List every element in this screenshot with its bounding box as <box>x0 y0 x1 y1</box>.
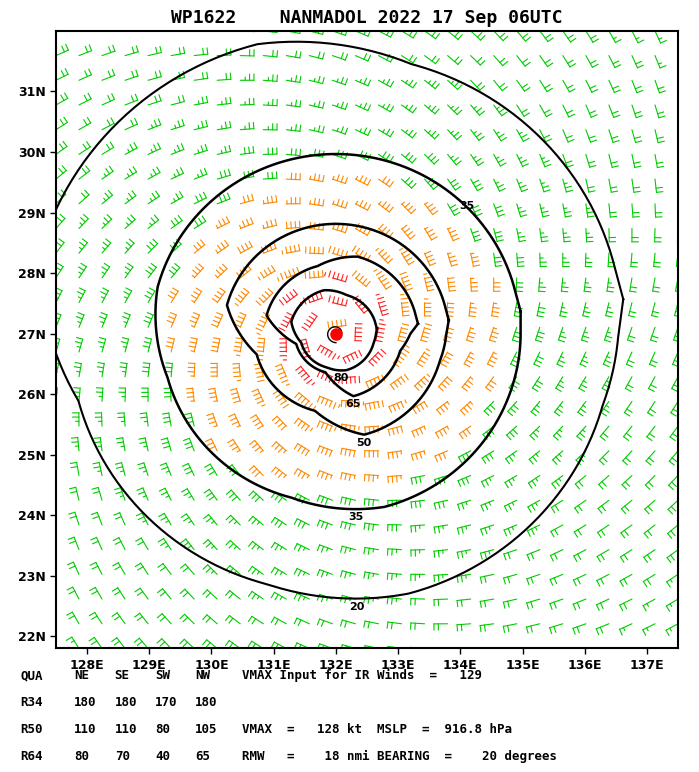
Text: SW: SW <box>155 669 170 682</box>
Text: 110: 110 <box>74 723 97 736</box>
Text: 105: 105 <box>195 723 217 736</box>
Text: 180: 180 <box>115 696 137 709</box>
Text: 40: 40 <box>155 750 170 764</box>
Text: 110: 110 <box>115 723 137 736</box>
Text: NE: NE <box>74 669 89 682</box>
Text: VMAX Input for IR Winds  =   129: VMAX Input for IR Winds = 129 <box>242 669 482 682</box>
Text: R64: R64 <box>21 750 43 764</box>
Text: 80: 80 <box>74 750 89 764</box>
Text: 20: 20 <box>349 601 364 611</box>
Text: RMW   =    18 nmi BEARING  =    20 degrees: RMW = 18 nmi BEARING = 20 degrees <box>242 750 557 764</box>
Text: 50: 50 <box>356 438 372 448</box>
Text: 35: 35 <box>349 512 364 522</box>
Text: NW: NW <box>195 669 210 682</box>
Text: 170: 170 <box>155 696 178 709</box>
Text: 80: 80 <box>155 723 170 736</box>
Text: 180: 180 <box>74 696 97 709</box>
Text: R50: R50 <box>21 723 43 736</box>
Text: R34: R34 <box>21 696 43 709</box>
Title: WP1622    NANMADOL 2022 17 Sep 06UTC: WP1622 NANMADOL 2022 17 Sep 06UTC <box>171 8 563 26</box>
Text: SE: SE <box>115 669 129 682</box>
Text: 70: 70 <box>115 750 129 764</box>
Text: 65: 65 <box>346 399 361 409</box>
Text: VMAX  =   128 kt  MSLP  =  916.8 hPa: VMAX = 128 kt MSLP = 916.8 hPa <box>242 723 512 736</box>
Text: 35: 35 <box>459 201 474 212</box>
Text: QUA: QUA <box>21 669 43 682</box>
Text: 80: 80 <box>334 374 350 384</box>
Text: 180: 180 <box>195 696 217 709</box>
Text: 65: 65 <box>195 750 210 764</box>
